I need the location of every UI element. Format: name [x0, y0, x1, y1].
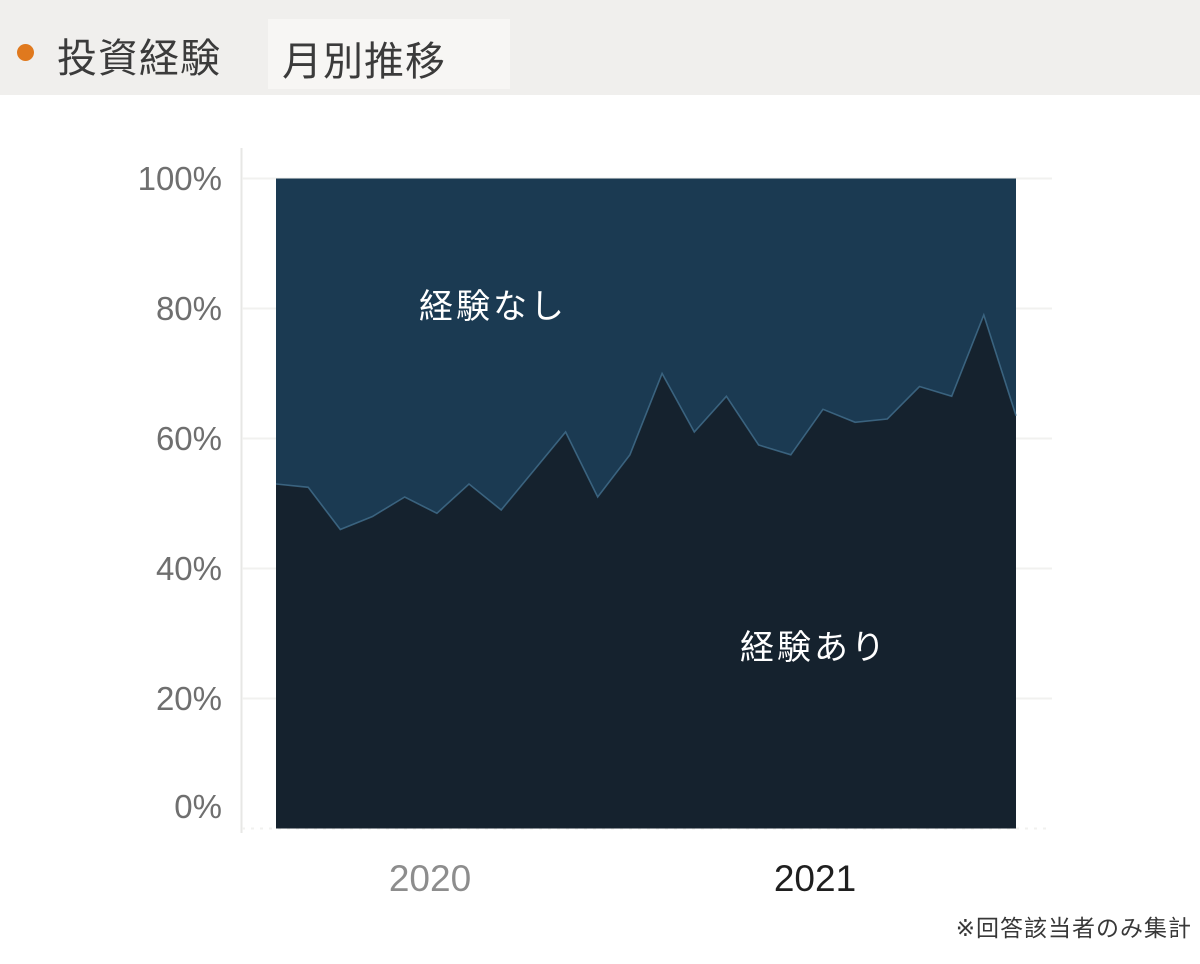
boundary-line [275, 312, 1017, 531]
y-axis-label: 40% [155, 549, 222, 587]
header-band: 投資経験 月別推移 [0, 0, 1200, 95]
series-label-has-experience: 経験あり [740, 629, 888, 667]
footnote: ※回答該当者のみ集計 [955, 915, 1192, 941]
y-axis-label: 0% [174, 787, 222, 825]
x-axis-label-2021: 2021 [773, 858, 857, 899]
area-has-experience [276, 315, 1016, 829]
series-label-no-experience: 経験なし [419, 288, 567, 326]
y-axis-label: 60% [155, 419, 222, 457]
subtitle-box: 月別推移 [268, 19, 510, 89]
chart-container [0, 95, 1200, 964]
bullet-icon [17, 44, 34, 61]
x-axis-label-2020: 2020 [388, 858, 472, 899]
y-axis-label: 100% [137, 159, 222, 197]
y-axis-label: 20% [155, 679, 222, 717]
page-subtitle: 月別推移 [282, 40, 446, 84]
page-title: 投資経験 [57, 37, 221, 81]
y-axis-label: 80% [155, 289, 222, 327]
